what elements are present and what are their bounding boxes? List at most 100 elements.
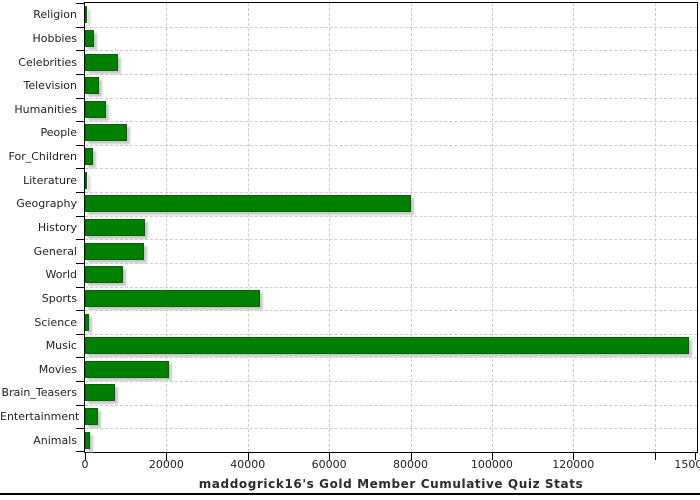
category-gridline (85, 97, 697, 99)
y-axis-tick (76, 144, 84, 146)
category-gridline (85, 381, 697, 383)
x-axis-tick-label: 100000 (470, 458, 513, 471)
bar-people (85, 124, 127, 142)
value-gridline (410, 3, 412, 452)
bar-literature (85, 171, 88, 189)
bar-animals (85, 431, 91, 449)
value-gridline (329, 3, 331, 452)
category-label-movies: Movies (38, 362, 77, 376)
category-gridline (85, 428, 697, 430)
value-gridline (166, 3, 168, 452)
bar-humanities (85, 100, 106, 118)
y-axis-tick (76, 168, 84, 170)
bar-music (85, 337, 690, 355)
value-gridline (491, 3, 493, 452)
category-label-hobbies: Hobbies (32, 31, 77, 45)
x-axis-tick (410, 453, 412, 460)
x-axis-tick-label: 150000 (674, 458, 700, 471)
category-label-for_children: For_Children (8, 150, 77, 164)
y-axis-tick (76, 310, 84, 312)
x-axis-tick-label: 80000 (393, 458, 429, 471)
y-axis-tick (76, 262, 84, 264)
category-label-world: World (45, 268, 77, 282)
x-axis-tick (654, 453, 656, 460)
category-label-people: People (40, 126, 77, 140)
bar-sports (85, 289, 260, 307)
bar-brain_teasers (85, 384, 116, 402)
category-label-entertainment: Entertainment (0, 410, 80, 424)
plot-area (76, 2, 698, 460)
x-axis-tick (573, 453, 575, 460)
x-axis-tick-label: 40000 (230, 458, 266, 471)
y-axis-tick (76, 239, 84, 241)
category-label-television: Television (23, 79, 78, 93)
bar-television (85, 77, 99, 95)
category-label-sports: Sports (41, 291, 77, 305)
category-gridline (85, 192, 697, 194)
y-axis-tick (76, 286, 84, 288)
y-axis-tick (76, 381, 84, 383)
category-gridline (85, 286, 697, 288)
x-axis-tick (166, 453, 168, 460)
bar-celebrities (85, 53, 118, 71)
y-axis-tick (76, 121, 84, 123)
y-axis-tick (76, 404, 84, 406)
y-axis-tick (76, 50, 84, 52)
category-gridline (85, 215, 697, 217)
category-gridline (85, 168, 697, 170)
category-label-celebrities: Celebrities (18, 55, 77, 69)
x-axis-tick-label: 0 (81, 458, 89, 471)
category-gridline (85, 262, 697, 264)
value-gridline (654, 3, 656, 452)
category-gridline (85, 239, 697, 241)
bar-world (85, 266, 123, 284)
bar-hobbies (85, 29, 94, 47)
y-axis-tick (76, 357, 84, 359)
category-gridline (85, 357, 697, 359)
y-axis-tick (76, 215, 84, 217)
category-gridline (85, 333, 697, 335)
y-axis-tick (76, 192, 84, 194)
y-axis-tick (76, 73, 84, 75)
category-gridline (85, 73, 697, 75)
category-label-religion: Religion (33, 8, 77, 22)
category-gridline (85, 144, 697, 146)
chart-title: maddogrick16's Gold Member Cumulative Qu… (198, 477, 584, 491)
y-axis-tick (76, 26, 84, 28)
x-axis-tick (491, 453, 493, 460)
category-label-general: General (33, 244, 77, 258)
category-label-science: Science (34, 315, 77, 329)
x-axis-tick (329, 453, 331, 460)
category-label-brain_teasers: Brain_Teasers (1, 386, 77, 400)
category-gridline (85, 50, 697, 52)
bar-general (85, 242, 144, 260)
bar-for_children (85, 148, 93, 166)
category-label-animals: Animals (33, 433, 77, 447)
bar-movies (85, 360, 170, 378)
bar-geography (85, 195, 411, 213)
x-axis-tick (695, 453, 697, 460)
value-gridline (573, 3, 575, 452)
y-axis-tick (76, 333, 84, 335)
y-axis-tick (76, 451, 84, 452)
category-label-literature: Literature (23, 173, 77, 187)
x-axis-tick-label: 120000 (552, 458, 595, 471)
value-gridline (247, 3, 249, 452)
category-gridline (85, 121, 697, 123)
x-axis-tick-label: 60000 (311, 458, 347, 471)
y-axis-tick (76, 97, 84, 99)
bar-religion (85, 6, 88, 24)
y-axis-tick (76, 3, 84, 4)
category-gridline (85, 26, 697, 28)
category-gridline (85, 404, 697, 406)
bottom-divider (0, 493, 700, 495)
category-label-geography: Geography (16, 197, 77, 211)
bar-entertainment (85, 408, 99, 426)
y-axis-tick (76, 428, 84, 430)
bar-science (85, 313, 90, 331)
category-gridline (85, 310, 697, 312)
x-axis-tick-label: 20000 (148, 458, 184, 471)
x-axis-tick (247, 453, 249, 460)
category-label-history: History (37, 221, 77, 234)
